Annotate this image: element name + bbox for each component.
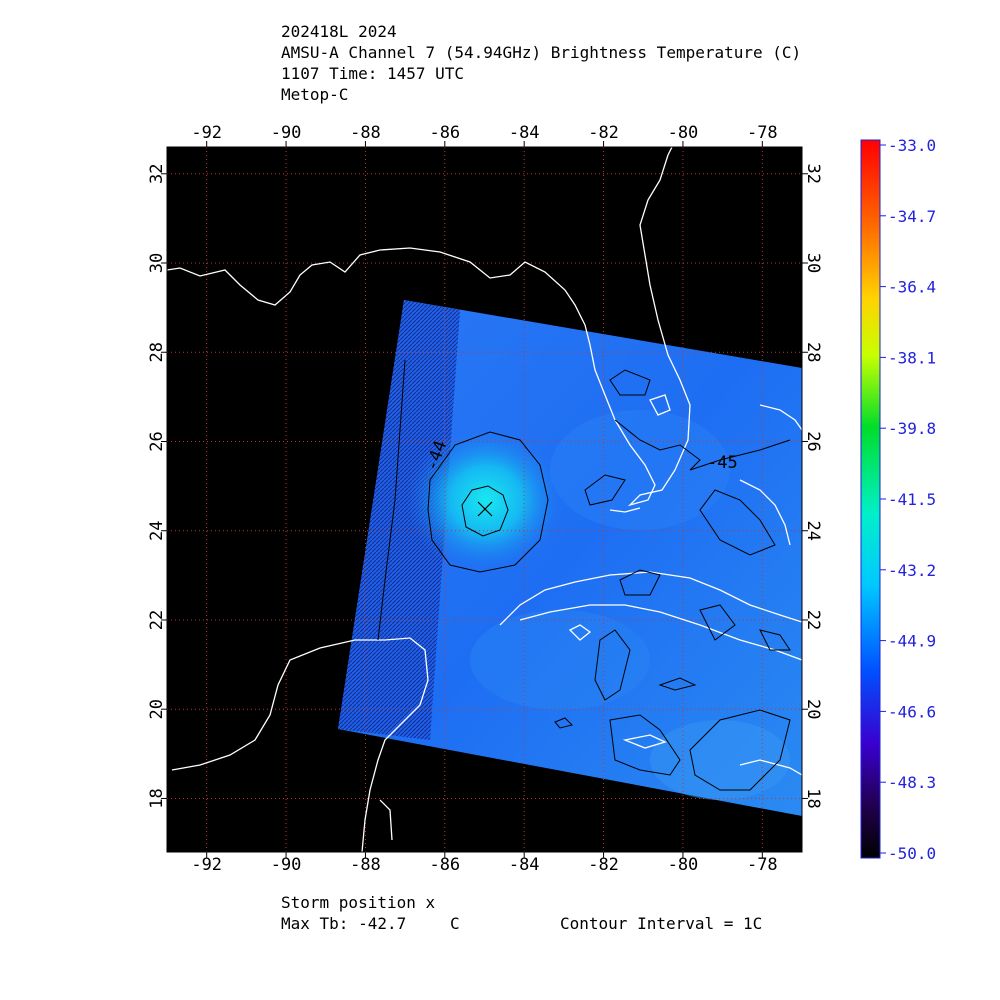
contour-45 [614,419,701,471]
storm-marker [477,501,493,517]
lon-tick-label-bottom: -78 [747,855,778,875]
contour-45 [609,369,651,396]
contour-interval-label: Contour Interval = 1C [560,914,763,933]
lat-tick-label-right: 24 [803,520,823,540]
coastline-gulf-north [167,247,591,346]
limb-hatch-band [338,300,460,740]
warm-core [406,425,566,575]
lon-tick-label-bottom: -88 [350,855,381,875]
coastline-jamaica [622,734,667,749]
contour-45 [699,604,736,641]
lon-tick-label-top: -92 [191,123,222,143]
lon-tick-label-top: -78 [747,123,778,143]
lon-tick-label-top: -86 [429,123,460,143]
colorbar-tick-label: -44.9 [888,632,936,651]
contours [377,359,791,791]
lon-tick-label-top: -80 [668,123,699,143]
coastline-lake-okeechobee [649,394,671,416]
colorbar-tick-label: -36.4 [888,278,936,297]
contour-45 [594,629,631,701]
lon-tick-label-top: -88 [350,123,381,143]
coastline-hispaniola [739,759,802,776]
lat-tick-label-right: 28 [803,342,823,362]
colorbar-tick-label: -48.3 [888,773,936,792]
lon-tick-label-bottom: -84 [509,855,540,875]
contour-45 [759,629,791,651]
map-grid [167,147,802,852]
lat-tick-label-right: 32 [803,164,823,184]
lat-tick-label-left: 26 [147,431,167,451]
contour-45 [554,717,573,729]
lat-tick-label-right: 30 [803,253,823,273]
time-label: 1107 Time: 1457 UTC [281,64,465,83]
contour-45 [584,474,626,506]
max-tb-label: Max Tb: -42.7 [281,914,407,933]
lat-tick-label-right: 20 [803,699,823,719]
colorbar-tick-label: -33.0 [888,136,936,155]
contour-44 [427,431,549,573]
coastline-yucatan [171,637,429,852]
coastline-florida [589,147,691,507]
colorbar-tick-label: -50.0 [888,844,936,863]
lon-tick-label-top: -90 [271,123,302,143]
colorbar-tick-label: -38.1 [888,348,936,367]
lat-tick-label-right: 22 [803,610,823,630]
contour-45 [689,709,791,791]
contour-west-edge [377,359,406,641]
lon-tick-label-top: -84 [509,123,540,143]
contour-45 [609,714,681,776]
colorbar-tick-label: -34.7 [888,207,936,226]
lon-tick-label-top: -82 [588,123,619,143]
contour-45 [699,489,776,556]
colorbar-tick-label: -43.2 [888,561,936,580]
storm-id: 202418L 2024 [281,22,397,41]
map-frame [166,146,803,853]
lat-tick-label-left: 18 [147,788,167,808]
contour-45 [689,439,791,471]
lat-tick-label-left: 28 [147,342,167,362]
contour-label: -45 [707,453,738,473]
colorbar-tick-label: -39.8 [888,419,936,438]
coastline-cuba-south [519,604,802,661]
coastline-keys [609,507,641,513]
colorbar-ticks: -33.0 -34.7 -36.4 -38.1 -39.8 -41.5 -43.2 -44.9… [880,136,936,863]
lat-tick-label-left: 32 [147,164,167,184]
swath-patch [650,720,790,800]
max-tb-unit: C [450,914,460,933]
satellite-label: Metop-C [281,85,349,104]
lat-tick-label-right: 18 [803,788,823,808]
product-title: AMSU-A Channel 7 (54.94GHz) Brightness T… [281,43,802,62]
lon-tick-label-bottom: -82 [588,855,619,875]
lat-tick-label-right: 26 [803,431,823,451]
contour-45 [658,677,697,691]
lat-tick-label-left: 20 [147,699,167,719]
coastline-bahamas [759,404,802,431]
lat-tick-label-left: 24 [147,520,167,540]
lon-tick-label-bottom: -86 [429,855,460,875]
map-axes: -92 -92 -90 -90 -88 -88 -86 -86 -84 -84 -82 -82 -80 -… [147,123,823,875]
lat-tick-label-left: 22 [147,610,167,630]
contour-inner [461,485,509,537]
lon-tick-label-bottom: -90 [271,855,302,875]
swath-patch [550,410,730,530]
swath-patch [470,610,650,710]
colorbar-tick-label: -46.6 [888,702,936,721]
colorbar [860,139,881,859]
coastline-cozumel [379,799,393,841]
coastline-isle-of-youth [568,624,592,641]
colorbar-tick-label: -41.5 [888,490,936,509]
coastline-bahamas [739,479,791,546]
lon-tick-label-bottom: -80 [668,855,699,875]
contour-45 [619,569,661,596]
lat-tick-label-left: 30 [147,253,167,273]
lon-tick-label-bottom: -92 [191,855,222,875]
storm-position-label: Storm position x [281,893,436,912]
